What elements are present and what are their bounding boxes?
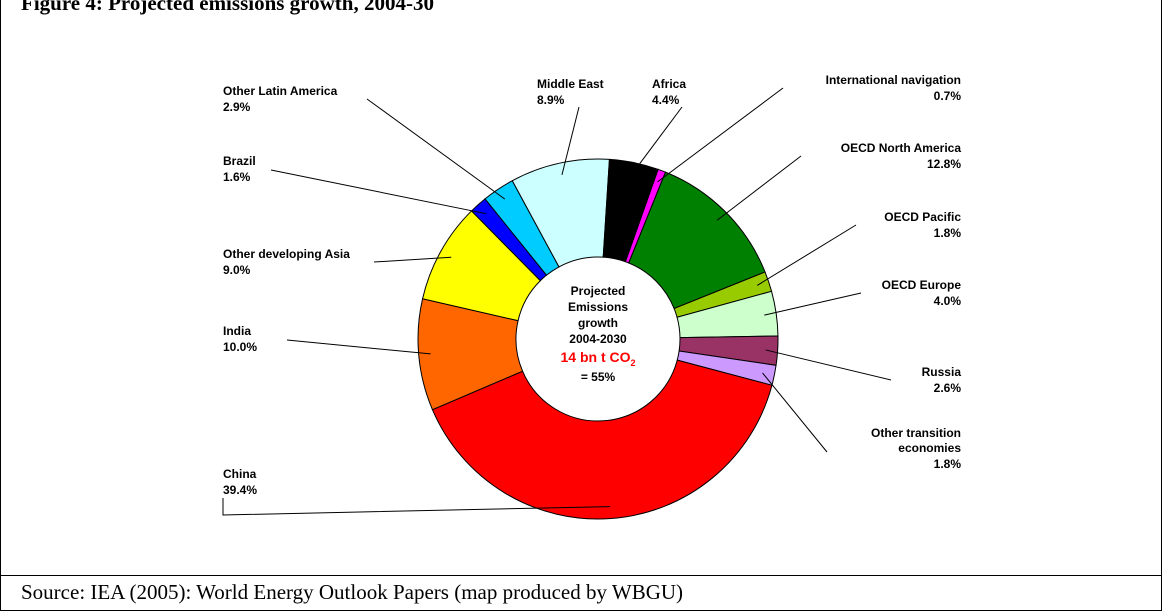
leader-line — [762, 372, 828, 453]
figure-title: Figure 4: Projected emissions growth, 20… — [21, 0, 434, 15]
slice-label: Brazil 1.6% — [223, 154, 256, 184]
slice-label: OECD Pacific 1.8% — [884, 210, 961, 240]
leader-line — [561, 106, 580, 176]
source-box: Source: IEA (2005): World Energy Outlook… — [0, 575, 1162, 611]
center-emissions-value: 14 bn t CO2 — [560, 349, 635, 368]
leader-line — [631, 106, 683, 175]
leader-line — [657, 87, 784, 183]
slice-label: Russia 2.6% — [922, 365, 962, 395]
center-label-footer: = 55% — [581, 370, 616, 384]
slice-label: Other Latin America 2.9% — [223, 84, 338, 114]
leader-line — [716, 155, 802, 221]
slice-label: Africa 4.4% — [652, 77, 686, 107]
center-label-line: growth — [578, 316, 618, 330]
slice-labels: International navigation 0.7% OECD North A… — [223, 73, 961, 497]
leader-line — [270, 169, 487, 215]
slice-china — [431, 359, 773, 520]
leader-line — [366, 98, 506, 200]
leader-line — [373, 256, 452, 263]
slice-label: India 10.0% — [223, 324, 257, 354]
leader-lines — [222, 87, 892, 516]
slice-africa — [602, 158, 659, 263]
leader-line — [222, 498, 611, 516]
leader-line — [764, 292, 862, 316]
center-label-line: Emissions — [568, 300, 628, 314]
slice-label: Other transition economies 1.8% — [871, 426, 961, 471]
leader-line — [756, 224, 857, 286]
center-label: Projected Emissions growth 2004-2030 14 bn t… — [560, 284, 635, 384]
slice-label: International navigation 0.7% — [826, 73, 962, 103]
slice-label: OECD Europe 4.0% — [882, 278, 962, 308]
leader-line — [286, 339, 431, 355]
figure-frame: Figure 4: Projected emissions growth, 20… — [0, 0, 1162, 576]
donut-chart: International navigation 0.7% OECD North A… — [222, 73, 961, 520]
slice-label: Other developing Asia 9.0% — [223, 247, 350, 277]
slice-label: Middle East 8.9% — [537, 77, 604, 107]
slice-label: China 39.4% — [223, 467, 257, 497]
slice-label: OECD North America 12.8% — [841, 141, 962, 171]
leader-line — [765, 349, 892, 381]
center-label-line: Projected — [571, 284, 626, 298]
source-note: Source: IEA (2005): World Energy Outlook… — [21, 580, 684, 604]
donut-slices — [417, 158, 779, 520]
center-label-line: 2004-2030 — [569, 332, 627, 346]
